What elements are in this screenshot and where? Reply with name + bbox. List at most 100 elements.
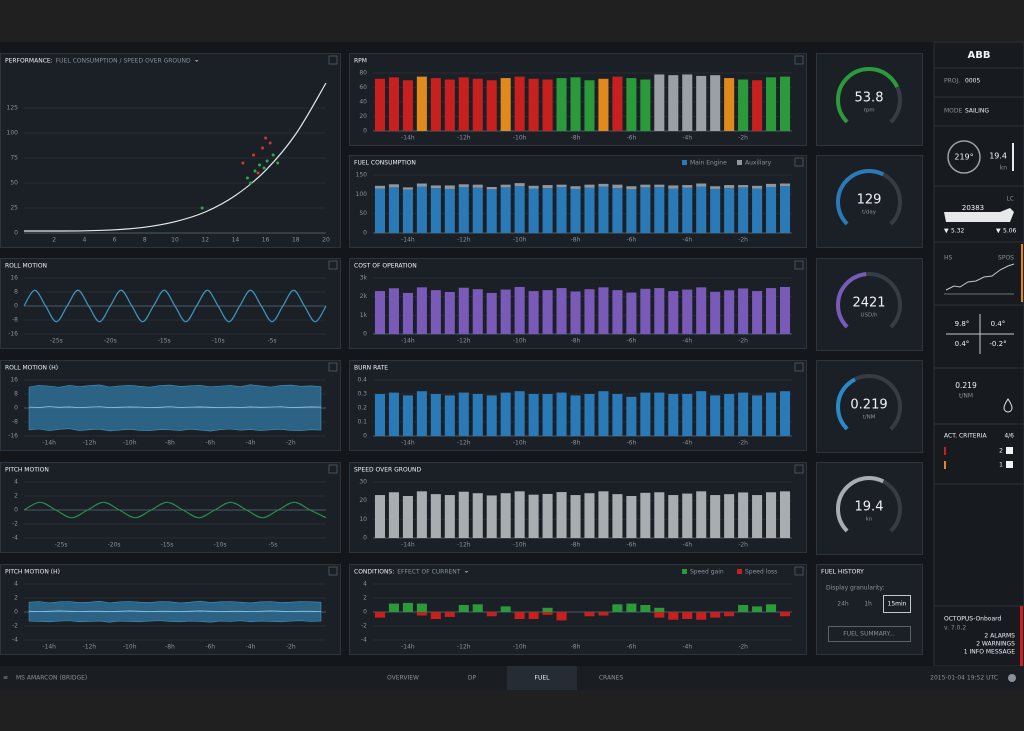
panel-title: PITCH MOTION (H) xyxy=(5,569,60,576)
y-tick-label: 30 xyxy=(359,479,367,486)
point xyxy=(261,146,265,150)
legend-label: Main Engine xyxy=(690,160,727,167)
bar xyxy=(668,612,679,620)
fit-curve xyxy=(23,82,327,232)
x-tick-label: 4 xyxy=(82,237,86,244)
bar xyxy=(584,187,595,233)
panel-menu[interactable] xyxy=(794,566,804,576)
tab[interactable]: DP xyxy=(468,675,477,682)
x-tick-label: -12h xyxy=(83,440,97,447)
alert[interactable]: 2 ALARMS xyxy=(984,633,1015,640)
panel-menu[interactable] xyxy=(328,55,338,65)
legend-label: Auxiliary xyxy=(745,160,772,167)
x-tick-label: -6h xyxy=(626,237,636,244)
panel-menu[interactable] xyxy=(328,260,338,270)
bar xyxy=(514,612,525,619)
tab[interactable]: FUEL xyxy=(535,675,551,682)
panel-menu[interactable] xyxy=(794,55,804,65)
panel-menu[interactable] xyxy=(328,362,338,372)
bar xyxy=(444,395,455,436)
selected-option xyxy=(883,595,911,613)
point xyxy=(258,163,262,167)
option[interactable]: 24h xyxy=(837,601,849,608)
y-tick-label: -4 xyxy=(361,637,367,644)
y-tick-label: 4 xyxy=(363,581,367,588)
bar xyxy=(682,394,693,436)
bar xyxy=(416,603,427,612)
sidebar xyxy=(933,41,1024,667)
option[interactable]: 15min xyxy=(888,601,907,608)
dropdown-icon[interactable] xyxy=(194,60,199,62)
x-tick-label: -6h xyxy=(626,542,636,549)
x-tick-label: -8h xyxy=(165,440,175,447)
bar xyxy=(724,612,735,617)
menu-icon[interactable]: ≡ xyxy=(3,675,8,682)
bar xyxy=(626,186,637,190)
bar xyxy=(682,185,693,188)
bar xyxy=(640,392,651,436)
x-tick-label: -6h xyxy=(205,644,215,651)
panel-menu[interactable] xyxy=(794,157,804,167)
option[interactable]: 1h xyxy=(864,601,872,608)
x-tick-label: 8 xyxy=(143,237,147,244)
panel-title: CONDITIONS: xyxy=(354,569,394,576)
bar xyxy=(682,612,693,619)
bar xyxy=(766,288,777,334)
bar xyxy=(626,189,637,233)
bar xyxy=(514,183,525,187)
x-tick-label: -2h xyxy=(738,644,748,651)
y-tick-label: 0 xyxy=(363,609,367,616)
y-tick-label: -4 xyxy=(12,637,18,644)
bar xyxy=(626,292,637,334)
legend-swatch xyxy=(682,160,687,165)
bar xyxy=(626,396,637,436)
y-tick-label: 0 xyxy=(363,535,367,542)
panel-menu[interactable] xyxy=(328,566,338,576)
dropdown-icon[interactable] xyxy=(464,571,469,573)
alert[interactable]: 2 WARNINGS xyxy=(976,641,1015,648)
bar xyxy=(696,183,707,187)
close-icon[interactable] xyxy=(1008,674,1016,682)
x-tick-label: -12h xyxy=(457,135,471,142)
button[interactable] xyxy=(828,626,911,642)
burn-rate: 0.219 xyxy=(955,381,977,390)
tab[interactable]: OVERVIEW xyxy=(387,675,419,682)
panel-title: RPM xyxy=(354,58,367,65)
bar xyxy=(696,75,707,131)
bar xyxy=(766,392,777,436)
x-tick-label: -2h xyxy=(738,135,748,142)
bar xyxy=(724,494,735,538)
status-bar xyxy=(1021,244,1023,302)
bar xyxy=(444,185,455,189)
y-tick-label: -2 xyxy=(12,623,18,630)
y-tick-label: 0 xyxy=(14,609,18,616)
legend-label: Speed gain xyxy=(690,569,724,576)
panel-title: SPEED OVER GROUND xyxy=(354,467,422,474)
y-tick-label: 0.4 xyxy=(357,377,367,384)
gauge-value: 0.219 xyxy=(850,398,887,413)
bar xyxy=(598,391,609,436)
bar xyxy=(710,612,721,618)
x-tick-label: -8h xyxy=(571,135,581,142)
y-tick-label: 4 xyxy=(14,479,18,486)
y-tick-label: 0.2 xyxy=(357,405,367,412)
panel-menu[interactable] xyxy=(794,464,804,474)
panel-menu[interactable] xyxy=(794,260,804,270)
bar xyxy=(444,495,455,538)
y-tick-label: 0 xyxy=(14,303,18,310)
bar xyxy=(668,495,679,538)
bar xyxy=(472,78,483,131)
y-tick-label: 80 xyxy=(359,70,367,77)
x-tick-label: -14h xyxy=(401,135,415,142)
alert[interactable]: 1 INFO MESSAGE xyxy=(964,649,1015,656)
panel-menu[interactable] xyxy=(794,362,804,372)
x-tick-label: 12 xyxy=(201,237,209,244)
bar xyxy=(458,605,469,612)
button-label[interactable]: FUEL SUMMARY... xyxy=(843,631,895,638)
tab[interactable]: CRANES xyxy=(599,675,623,682)
y-tick-label: 10 xyxy=(359,516,367,523)
y-tick-label: 0 xyxy=(363,433,367,440)
panel-menu[interactable] xyxy=(328,464,338,474)
point xyxy=(200,206,204,210)
